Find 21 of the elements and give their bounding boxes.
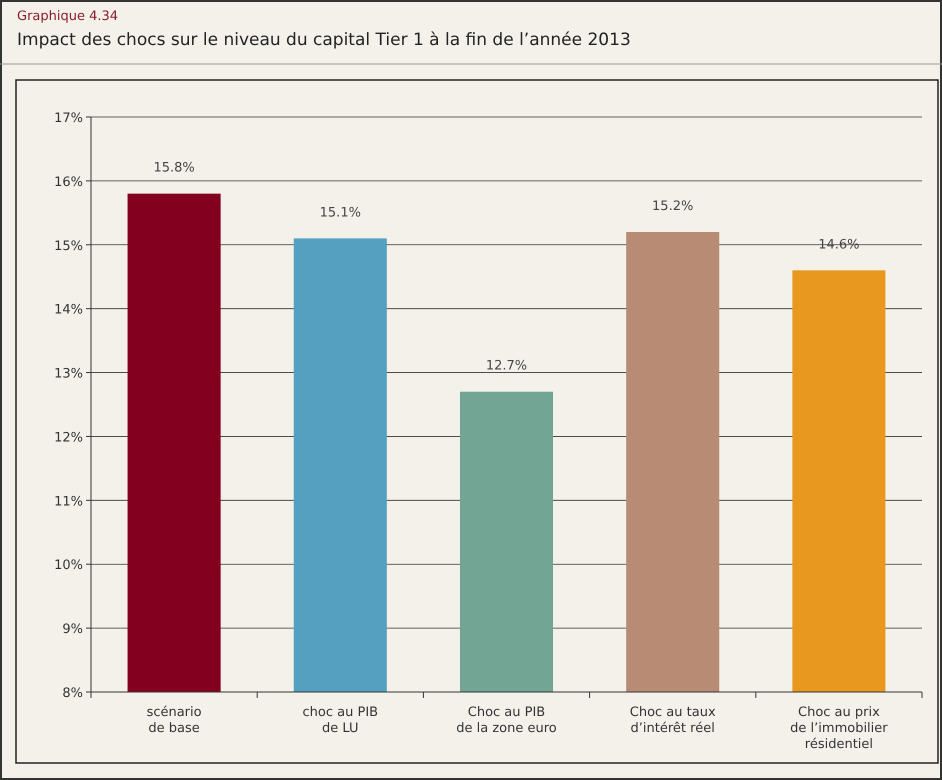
chart-subtitle: Graphique 4.34 bbox=[17, 9, 118, 24]
y-tick-label: 15% bbox=[54, 238, 83, 254]
data-label: 15.1% bbox=[320, 205, 361, 220]
y-tick-label: 14% bbox=[54, 302, 83, 318]
y-tick-label: 9% bbox=[62, 622, 83, 638]
data-label: 15.2% bbox=[652, 199, 694, 214]
y-tick-label: 11% bbox=[54, 494, 83, 510]
x-tick-label: Choc au prix de l’immobilier résidentiel bbox=[790, 705, 888, 752]
y-tick-label: 10% bbox=[54, 558, 83, 574]
x-tick-label: choc au PIB de LU bbox=[302, 705, 378, 736]
data-label: 12.7% bbox=[486, 358, 528, 374]
y-tick-label: 12% bbox=[54, 430, 83, 446]
x-tick-label: scénario de base bbox=[146, 705, 202, 736]
y-tick-label: 16% bbox=[54, 174, 83, 190]
x-tick-label: Choc au taux d’intérêt réel bbox=[630, 705, 716, 736]
y-tick-label: 8% bbox=[62, 686, 83, 701]
x-tick-label: Choc au PIB de la zone euro bbox=[456, 705, 557, 736]
y-tick-label: 17% bbox=[54, 111, 83, 126]
data-label: 15.8% bbox=[153, 160, 195, 176]
chart-title: Impact des chocs sur le niveau du capital Tier 1 à la fin de l’année 2013 bbox=[17, 30, 631, 50]
y-tick-label: 13% bbox=[54, 366, 83, 382]
